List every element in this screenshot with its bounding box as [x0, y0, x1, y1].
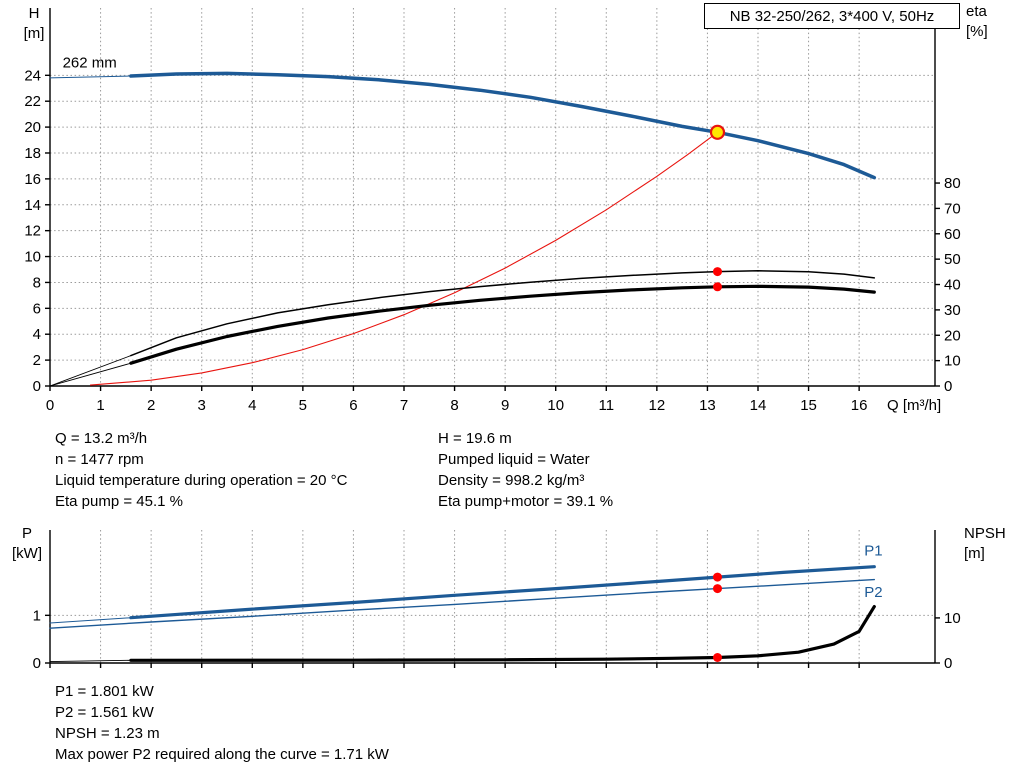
eta-pump-motor-curve [129, 284, 876, 365]
y-left-tick-label: 24 [24, 67, 41, 84]
p1-duty-point [713, 572, 722, 582]
npsh-duty-point [713, 653, 722, 662]
info-line-head: H = 19.6 m [438, 430, 512, 447]
npsh-axis-label: NPSH [m] [964, 524, 1022, 564]
h-axis-label: H [m] [14, 4, 54, 44]
npsh-curve [129, 604, 876, 662]
eta-axis-label-line2: [%] [966, 23, 988, 40]
y-right-tick-label: 0 [944, 655, 952, 672]
x-tick-label: 11 [598, 397, 614, 414]
p-axis-label-line2: [kW] [12, 545, 42, 562]
head-curve-lead-in [49, 75, 132, 79]
y-right-tick-label: 50 [944, 251, 961, 268]
duty-point[interactable] [709, 124, 726, 140]
eta-pump-duty-point [713, 267, 722, 277]
x-tick-label: 12 [649, 397, 666, 414]
npsh-axis-label-line2: [m] [964, 545, 985, 562]
power-info: P1 = 1.801 kW P2 = 1.561 kW NPSH = 1.23 … [55, 681, 389, 765]
y-right-tick-label: 80 [944, 175, 961, 192]
y-right-tick-label: 60 [944, 226, 961, 243]
p-axis-label-line1: P [21, 525, 32, 542]
x-tick-label: 9 [501, 397, 509, 414]
eta-pump-motor-duty-point [713, 282, 722, 292]
y-left-tick-label: 18 [24, 145, 41, 162]
info-line-density: Density = 998.2 kg/m³ [438, 472, 585, 489]
duty-info-left: Q = 13.2 m³/h n = 1477 rpm Liquid temper… [55, 428, 347, 512]
y-left-tick-label: 12 [24, 223, 41, 240]
info-line-speed: n = 1477 rpm [55, 451, 144, 468]
y-left-tick-label: 2 [33, 352, 41, 369]
h-axis-label-line2: [m] [23, 25, 45, 42]
hq-eta-chart: 0 1 2 3 4 5 6 7 8 9 10 11 12 13 14 15 160246810121416182… [24, 8, 961, 414]
x-tick-label: 6 [349, 397, 357, 414]
y-right-tick-label: 10 [944, 610, 961, 627]
duty-info-right: H = 19.6 m Pumped liquid = Water Density… [438, 428, 613, 512]
x-tick-label: 10 [547, 397, 564, 414]
info-line-eta-pump: Eta pump = 45.1 % [55, 493, 183, 510]
y-left-tick-label: 1 [33, 607, 41, 624]
y-left-tick-label: 16 [24, 171, 41, 188]
npsh-axis-label-line1: NPSH [964, 525, 1006, 542]
y-left-tick-label: 6 [33, 300, 41, 317]
head-curve-262mm [129, 71, 877, 180]
x-tick-label: 14 [750, 397, 767, 414]
h-axis-label-line1: H [28, 5, 40, 22]
y-left-tick-label: 22 [24, 93, 41, 110]
x-tick-label: 8 [450, 397, 458, 414]
grid-lines [50, 8, 935, 386]
y-left-tick-label: 8 [33, 274, 41, 291]
p2-curve-label: P2 [864, 584, 882, 601]
x-tick-label: 2 [147, 397, 155, 414]
y-left-tick-label: 0 [33, 378, 41, 395]
x-tick-label: 4 [248, 397, 256, 414]
y-right-tick-label: 10 [944, 353, 961, 370]
y-left-tick-label: 0 [33, 655, 41, 672]
y-right-tick-label: 30 [944, 302, 961, 319]
x-tick-label: 5 [299, 397, 307, 414]
eta-pump-motor-lead-in [49, 362, 132, 387]
x-tick-label: 7 [400, 397, 408, 414]
x-tick-label: 3 [198, 397, 206, 414]
pump-title: NB 32-250/262, 3*400 V, 50Hz [729, 7, 935, 25]
y-right-tick-label: 40 [944, 277, 961, 294]
y-left-tick-label: 14 [24, 197, 41, 214]
y-left-tick-label: 20 [24, 119, 41, 136]
pump-title-box: NB 32-250/262, 3*400 V, 50Hz [704, 3, 960, 29]
x-tick-label: 16 [851, 397, 868, 414]
info-line-p1: P1 = 1.801 kW [55, 683, 154, 700]
info-line-npsh: NPSH = 1.23 m [55, 725, 160, 742]
p2-duty-point [713, 584, 722, 594]
x-tick-label: 15 [800, 397, 817, 414]
y-left-tick-label: 10 [24, 249, 41, 266]
info-line-eta-pump-motor: Eta pump+motor = 39.1 % [438, 493, 614, 510]
y-right-tick-label: 70 [944, 200, 961, 217]
x-tick-label: 1 [96, 397, 104, 414]
impeller-diameter-label: 262 mm [63, 55, 117, 72]
p1-curve-label: P1 [864, 543, 882, 560]
x-tick-label: 13 [699, 397, 716, 414]
p1-curve [129, 565, 876, 620]
info-line-flow: Q = 13.2 m³/h [55, 430, 148, 447]
x-axis-unit-label: Q [m³/h] [887, 397, 941, 414]
eta-pump-lead-in [49, 355, 132, 387]
grid-lines [50, 530, 935, 663]
eta-axis-label-line1: eta [966, 3, 987, 20]
eta-pump-curve [130, 270, 876, 357]
info-line-liquid: Pumped liquid = Water [438, 451, 590, 468]
y-right-tick-label: 20 [944, 327, 961, 344]
eta-axis-label: eta [%] [966, 2, 1018, 42]
y-left-tick-label: 4 [33, 326, 41, 343]
npsh-lead-in [49, 659, 132, 663]
y-right-tick-label: 0 [944, 378, 952, 395]
info-line-p2: P2 = 1.561 kW [55, 704, 154, 721]
info-line-temperature: Liquid temperature during operation = 20… [55, 472, 348, 489]
x-tick-label: 0 [46, 397, 54, 414]
p2-curve [49, 578, 875, 629]
p-axis-label: P [kW] [4, 524, 50, 564]
info-line-max-power: Max power P2 required along the curve = … [55, 746, 389, 763]
p1-lead-in [49, 617, 132, 624]
